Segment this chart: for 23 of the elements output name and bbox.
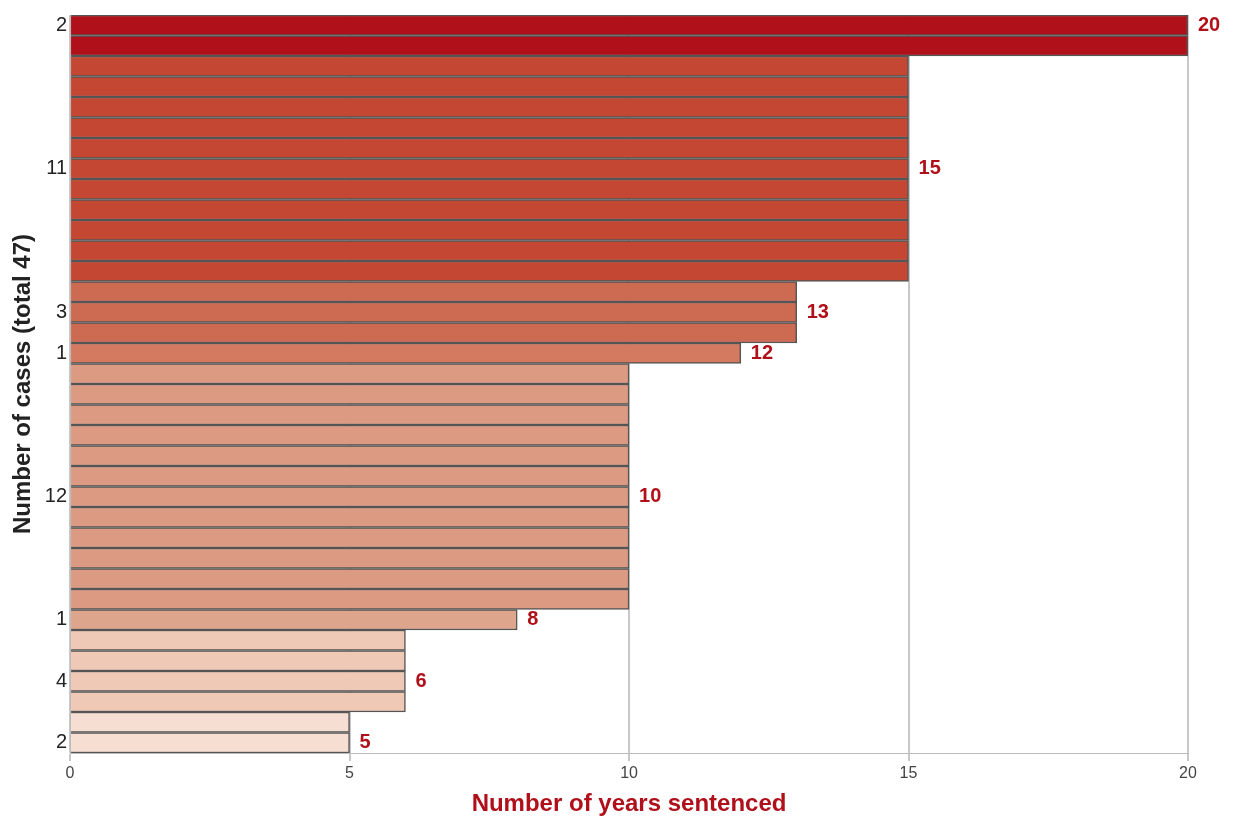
data-label: 13 xyxy=(806,299,829,322)
x-tick-label: 20 xyxy=(1179,764,1197,782)
y-tick-label: 3 xyxy=(55,299,68,322)
data-label: 15 xyxy=(918,156,941,179)
data-label: 5 xyxy=(359,730,371,753)
y-tick-label: 2 xyxy=(55,730,68,753)
y-tick-label: 2 xyxy=(55,12,68,35)
y-tick-label: 4 xyxy=(55,668,68,691)
y-axis-title: Number of cases (total 47) xyxy=(8,233,36,535)
data-label: 6 xyxy=(415,668,427,691)
y-tick-label: 12 xyxy=(44,484,68,507)
x-axis-title: Number of years sentenced xyxy=(471,789,787,817)
y-tick-label: 1 xyxy=(55,607,68,630)
y-tick-label: 11 xyxy=(46,156,68,179)
data-label: 20 xyxy=(1198,12,1221,35)
x-tick-label: 10 xyxy=(620,764,639,782)
x-tick-label: 5 xyxy=(345,764,355,782)
data-label: 12 xyxy=(750,340,774,363)
data-label: 8 xyxy=(527,607,539,630)
data-label: 10 xyxy=(639,484,662,507)
x-tick-label: 15 xyxy=(899,764,918,782)
y-tick-label: 1 xyxy=(55,340,68,363)
x-tick-label: 0 xyxy=(65,764,75,782)
